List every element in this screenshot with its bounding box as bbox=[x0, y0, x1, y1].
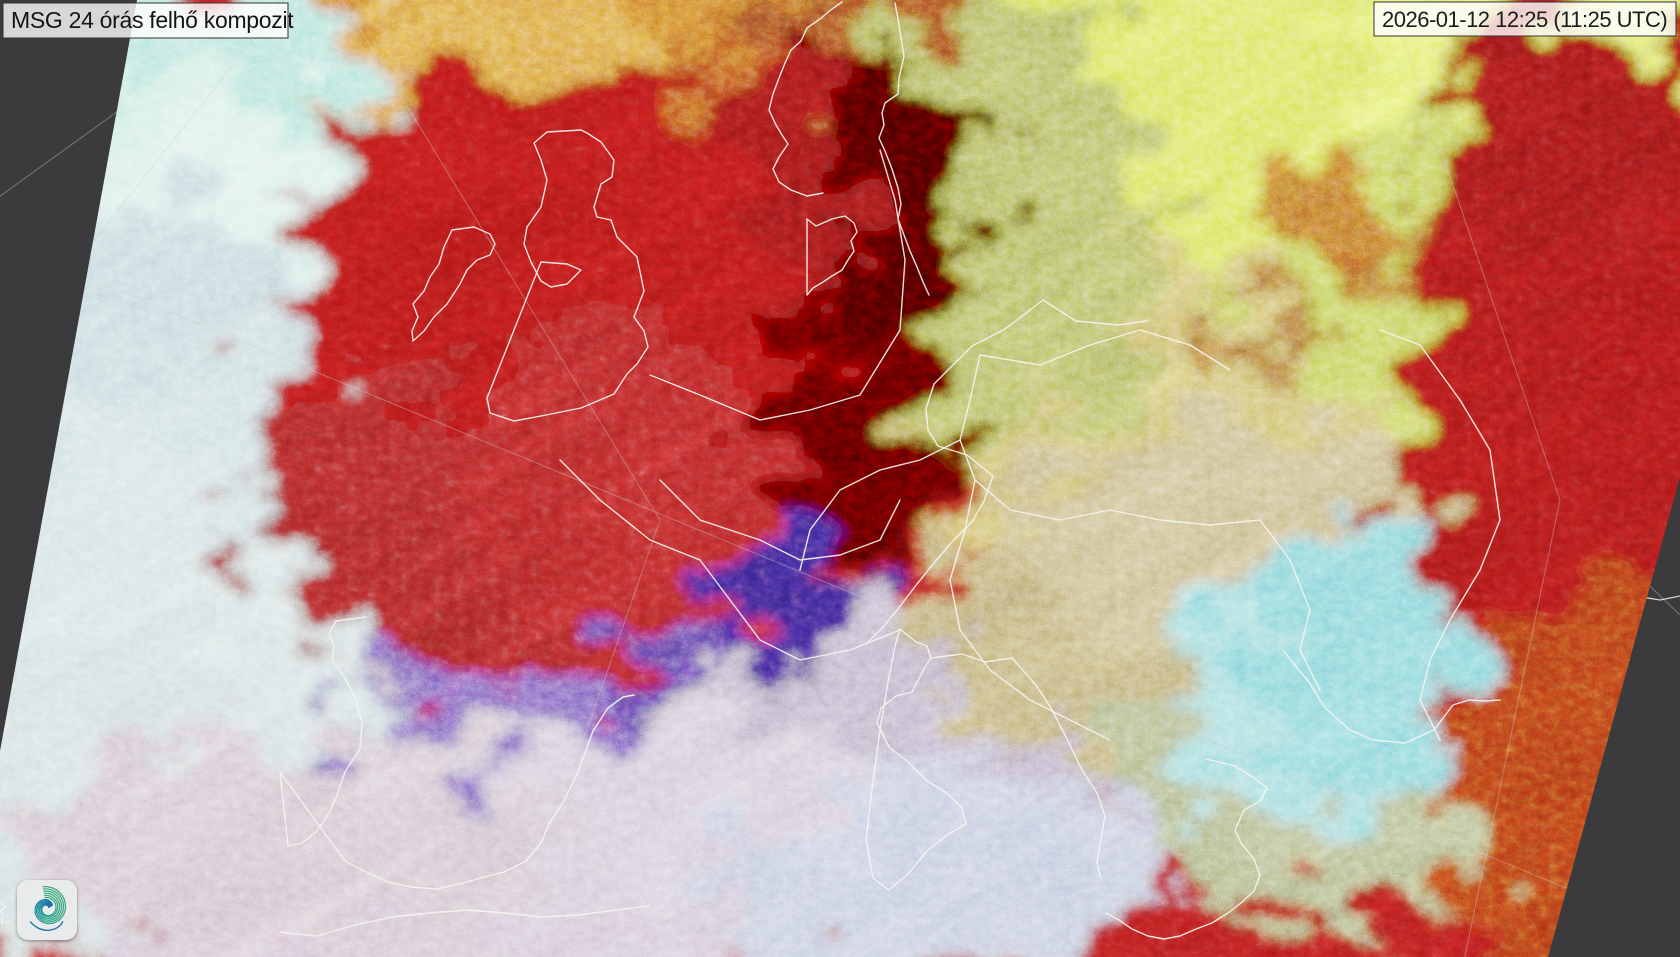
svg-text:2026-01-12 12:25 (11:25 UTC): 2026-01-12 12:25 (11:25 UTC) bbox=[1382, 7, 1667, 32]
svg-text:MSG 24 órás felhő kompozit: MSG 24 órás felhő kompozit bbox=[11, 7, 294, 33]
